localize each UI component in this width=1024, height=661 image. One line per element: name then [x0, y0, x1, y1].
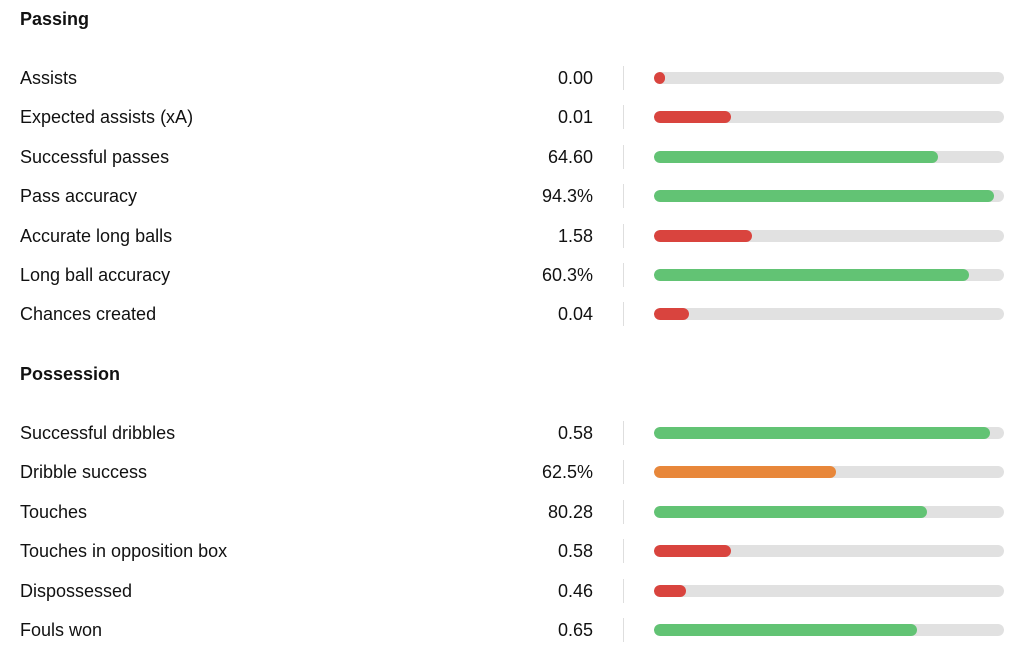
- divider: [623, 105, 624, 129]
- stat-value: 0.01: [557, 107, 593, 127]
- stat-value: 0.46: [557, 581, 593, 601]
- stat-value: 80.28: [547, 502, 593, 522]
- percentile-bar-track: [654, 230, 1004, 242]
- percentile-bar-fill: [654, 308, 689, 320]
- divider: [623, 539, 624, 563]
- stat-value: 62.5%: [541, 462, 593, 482]
- divider: [623, 224, 624, 248]
- stat-value: 0.65: [557, 620, 593, 640]
- stat-row-touches-in-opposition-box: Touches in opposition box 0.58: [0, 539, 1024, 563]
- divider: [623, 579, 624, 603]
- stat-value: 0.00: [557, 68, 593, 88]
- stat-label: Successful dribbles: [20, 423, 176, 443]
- percentile-bar-track: [654, 624, 1004, 636]
- percentile-bar-track: [654, 151, 1004, 163]
- divider: [623, 66, 624, 90]
- section-title-passing: Passing: [20, 9, 90, 29]
- stat-label: Assists: [20, 68, 78, 88]
- stat-row-successful-dribbles: Successful dribbles 0.58: [0, 421, 1024, 445]
- percentile-bar-track: [654, 72, 1004, 84]
- stat-value: 94.3%: [541, 186, 593, 206]
- percentile-bar-track: [654, 585, 1004, 597]
- percentile-bar-fill: [654, 585, 686, 597]
- divider: [623, 302, 624, 326]
- stat-row-long-ball-accuracy: Long ball accuracy 60.3%: [0, 263, 1024, 287]
- stat-row-touches: Touches 80.28: [0, 500, 1024, 524]
- section-title-possession: Possession: [20, 364, 121, 384]
- percentile-bar-fill: [654, 545, 731, 557]
- percentile-bar-fill: [654, 427, 990, 439]
- divider: [623, 145, 624, 169]
- percentile-bar-fill: [654, 190, 994, 202]
- percentile-bar-track: [654, 111, 1004, 123]
- stat-label: Successful passes: [20, 147, 170, 167]
- stat-label: Pass accuracy: [20, 186, 138, 206]
- stat-value: 0.58: [557, 423, 593, 443]
- stat-label: Touches: [20, 502, 88, 522]
- percentile-bar-fill: [654, 230, 752, 242]
- stat-value: 0.04: [557, 304, 593, 324]
- percentile-bar-track: [654, 506, 1004, 518]
- percentile-bar-track: [654, 308, 1004, 320]
- percentile-bar-fill: [654, 72, 665, 84]
- stat-row-successful-passes: Successful passes 64.60: [0, 145, 1024, 169]
- divider: [623, 500, 624, 524]
- percentile-bar-fill: [654, 624, 917, 636]
- stat-value: 60.3%: [541, 265, 593, 285]
- stat-label: Accurate long balls: [20, 226, 173, 246]
- stat-label: Touches in opposition box: [20, 541, 228, 561]
- divider: [623, 421, 624, 445]
- stat-row-pass-accuracy: Pass accuracy 94.3%: [0, 184, 1024, 208]
- percentile-bar-fill: [654, 269, 969, 281]
- percentile-bar-track: [654, 466, 1004, 478]
- percentile-bar-fill: [654, 506, 927, 518]
- stat-row-dribble-success: Dribble success 62.5%: [0, 460, 1024, 484]
- stat-label: Dispossessed: [20, 581, 133, 601]
- percentile-bar-track: [654, 427, 1004, 439]
- stat-row-chances-created: Chances created 0.04: [0, 302, 1024, 326]
- stat-label: Dribble success: [20, 462, 148, 482]
- stat-row-fouls-won: Fouls won 0.65: [0, 618, 1024, 642]
- percentile-bar-track: [654, 545, 1004, 557]
- divider: [623, 460, 624, 484]
- percentile-bar-fill: [654, 466, 836, 478]
- percentile-bar-track: [654, 269, 1004, 281]
- divider: [623, 618, 624, 642]
- stat-label: Fouls won: [20, 620, 103, 640]
- percentile-bar-fill: [654, 151, 938, 163]
- stat-value: 0.58: [557, 541, 593, 561]
- stat-row-accurate-long-balls: Accurate long balls 1.58: [0, 224, 1024, 248]
- divider: [623, 184, 624, 208]
- stat-label: Chances created: [20, 304, 157, 324]
- percentile-bar-fill: [654, 111, 731, 123]
- divider: [623, 263, 624, 287]
- stat-value: 64.60: [547, 147, 593, 167]
- stat-row-assists: Assists 0.00: [0, 66, 1024, 90]
- percentile-bar-track: [654, 190, 1004, 202]
- stat-value: 1.58: [557, 226, 593, 246]
- stat-label: Long ball accuracy: [20, 265, 171, 285]
- stat-label: Expected assists (xA): [20, 107, 194, 127]
- stat-row-dispossessed: Dispossessed 0.46: [0, 579, 1024, 603]
- stat-row-expected-assists: Expected assists (xA) 0.01: [0, 105, 1024, 129]
